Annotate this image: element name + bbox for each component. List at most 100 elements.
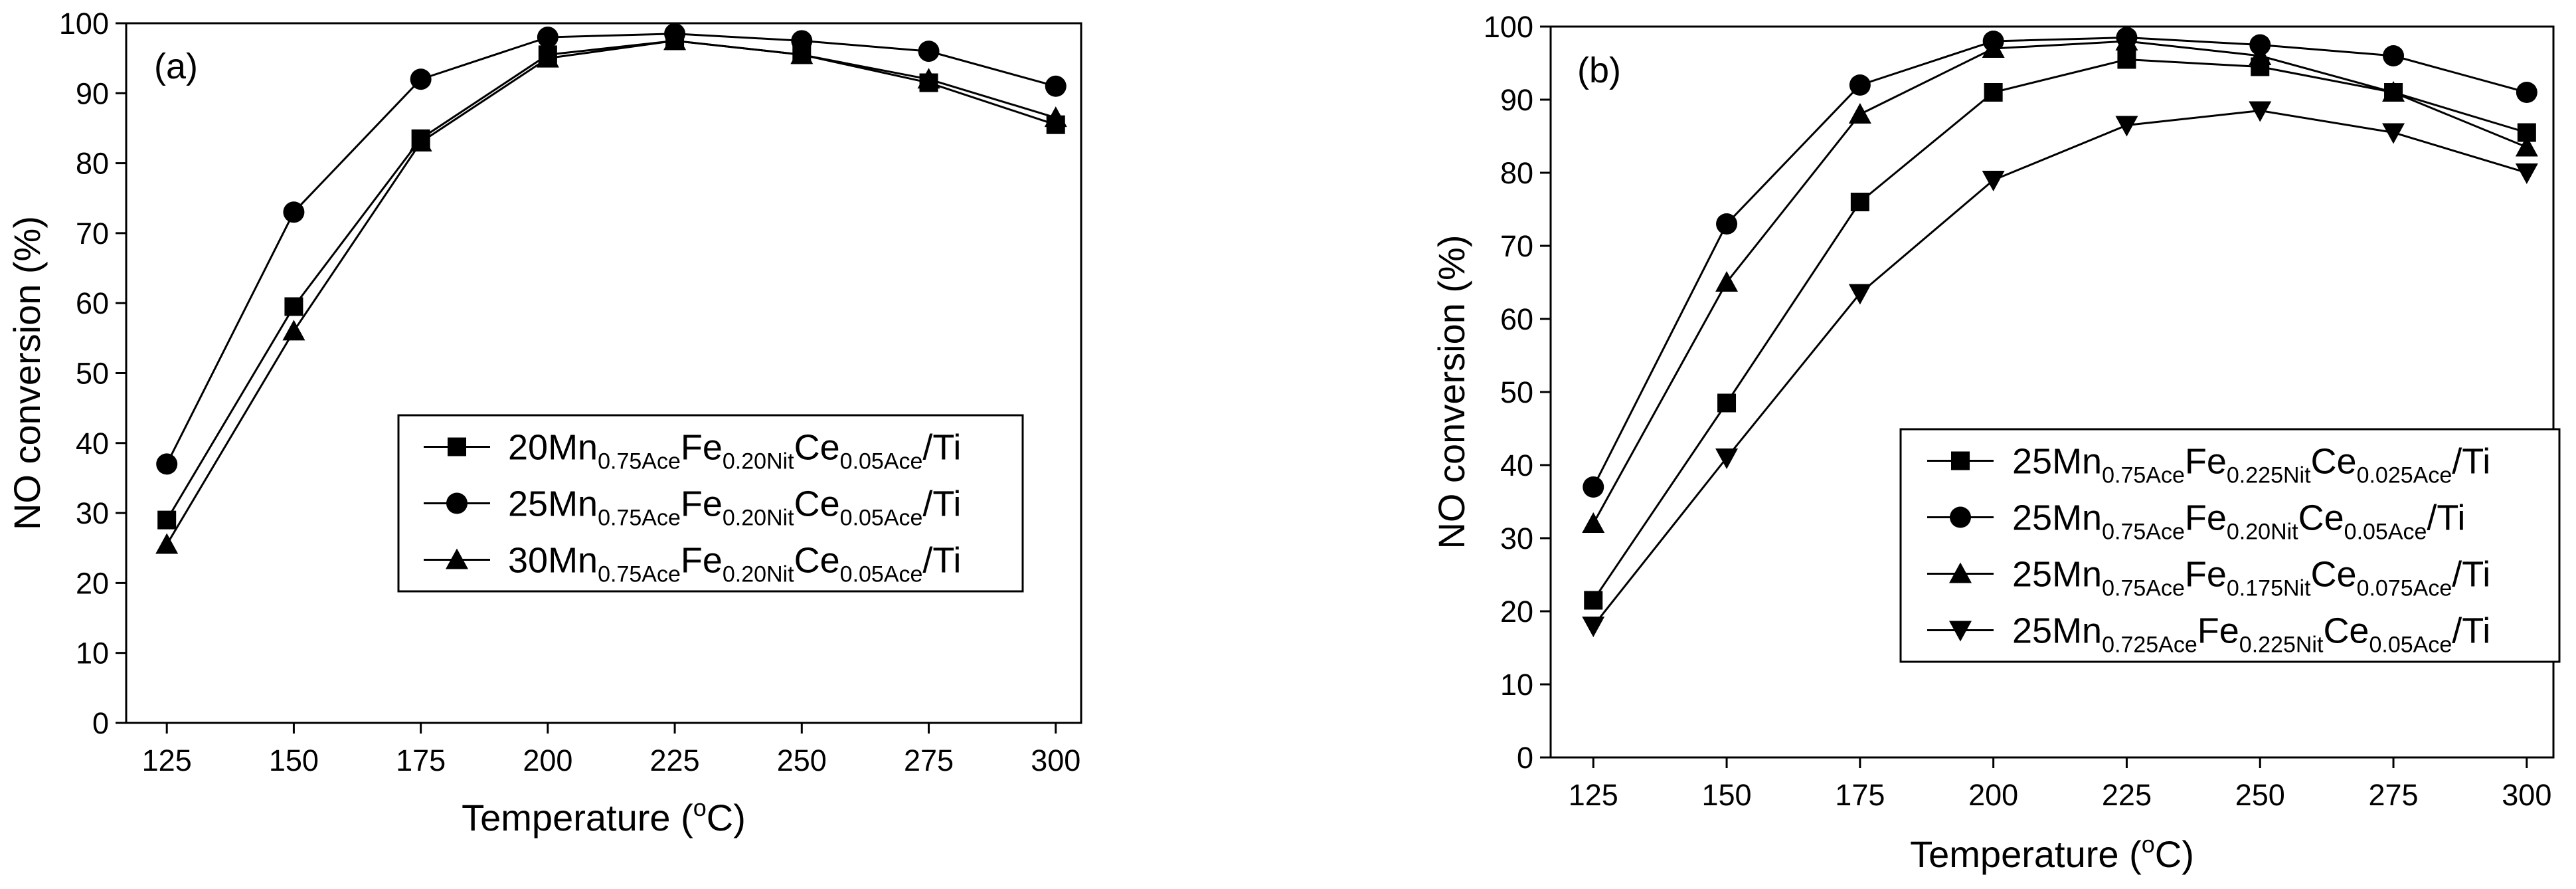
- legend-label-sub: 0.225Nit: [2227, 463, 2311, 488]
- legend-label-sub: 0.05Ace: [840, 562, 923, 587]
- data-point: [663, 29, 687, 50]
- legend-label-sub: 0.05Ace: [840, 449, 923, 474]
- y-tick-label: 70: [76, 217, 109, 250]
- x-tick-label: 125: [142, 743, 192, 777]
- legend-item: 25Mn0.75AceFe0.225NitCe0.025Ace/Ti: [1927, 442, 2490, 488]
- y-tick-label: 100: [1484, 10, 1533, 44]
- series-3: [1582, 30, 2538, 533]
- legend-label-part: /Ti: [2452, 611, 2490, 651]
- legend-marker: [448, 437, 466, 456]
- y-tick-label: 10: [76, 637, 109, 670]
- legend-label-part: 25Mn: [2012, 611, 2102, 651]
- data-point: [1984, 83, 2003, 102]
- legend-label-part: Ce: [794, 484, 840, 524]
- y-tick-label: 40: [1500, 448, 1533, 482]
- y-tick-label: 60: [1500, 302, 1533, 336]
- data-point: [1715, 448, 1739, 469]
- legend: 20Mn0.75AceFe0.20NitCe0.05Ace/Ti 25Mn0.75…: [397, 414, 1024, 593]
- x-tick-label: 200: [1968, 778, 2018, 812]
- legend-label-part: /Ti: [2452, 555, 2490, 595]
- y-tick-label: 40: [76, 427, 109, 460]
- data-point: [2382, 123, 2405, 144]
- y-tick-label: 30: [76, 496, 109, 530]
- legend-label: 25Mn0.725AceFe0.225NitCe0.05Ace/Ti: [2012, 611, 2490, 658]
- data-point: [536, 47, 559, 68]
- data-point: [282, 320, 305, 341]
- legend-marker: [1951, 451, 1970, 470]
- legend-label-sub: 0.05Ace: [2369, 633, 2452, 658]
- legend-label-part: Fe: [2185, 498, 2227, 538]
- x-tick-label: 225: [650, 743, 700, 777]
- data-point: [2516, 82, 2537, 103]
- data-point: [1850, 193, 1869, 211]
- data-point: [410, 68, 432, 90]
- series-line: [1592, 40, 2528, 524]
- data-point: [1848, 103, 1871, 124]
- series-4: [1582, 101, 2538, 637]
- y-tick-label: 30: [1500, 522, 1533, 555]
- legend-box: [397, 414, 1024, 593]
- legend-item: 20Mn0.75AceFe0.20NitCe0.05Ace/Ti: [424, 428, 961, 474]
- data-point: [156, 453, 178, 475]
- x-tick-label: 150: [269, 743, 319, 777]
- legend-box: [1899, 428, 2561, 663]
- legend-label-sub: 0.075Ace: [2357, 576, 2452, 601]
- legend-label-part: Fe: [2197, 611, 2239, 651]
- legend-label-sub: 0.175Nit: [2227, 576, 2311, 601]
- data-point: [1582, 512, 1605, 533]
- legend-item: 25Mn0.75AceFe0.20NitCe0.05Ace/Ti: [1927, 498, 2465, 545]
- data-point: [1044, 106, 1067, 128]
- legend: 25Mn0.75AceFe0.225NitCe0.025Ace/Ti25Mn0.…: [1899, 428, 2561, 663]
- legend-label-sub: 0.20Nit: [723, 506, 794, 531]
- x-tick-label: 175: [1835, 778, 1885, 812]
- legend-marker: [446, 548, 468, 569]
- data-point: [157, 510, 177, 530]
- y-tick-label: 80: [1500, 156, 1533, 190]
- legend-label-part: Fe: [681, 428, 723, 468]
- legend-label-part: Fe: [2185, 555, 2227, 595]
- y-tick-label: 0: [1517, 741, 1533, 775]
- data-point: [1715, 271, 1739, 292]
- legend-label: 30Mn0.75AceFe0.20NitCe0.05Ace/Ti: [508, 541, 961, 587]
- x-axis-title-unit: C): [707, 797, 746, 839]
- data-point: [1982, 37, 2005, 58]
- legend-label-sub: 0.225Nit: [2239, 633, 2324, 658]
- legend-label-part: 25Mn: [2012, 555, 2102, 595]
- legend-label-part: /Ti: [922, 484, 961, 524]
- data-point: [1045, 75, 1067, 97]
- y-tick-label: 50: [76, 357, 109, 391]
- legend-label-part: Ce: [2311, 442, 2357, 482]
- legend-label-part: 30Mn: [508, 541, 598, 581]
- legend-label-part: 25Mn: [2012, 498, 2102, 538]
- x-axis-title-degree: o: [2142, 831, 2155, 858]
- legend-label-part: Ce: [794, 428, 840, 468]
- x-tick-label: 125: [1569, 778, 1618, 812]
- data-point: [918, 41, 940, 62]
- legend-label-part: /Ti: [922, 428, 961, 468]
- legend-label-part: Fe: [2185, 442, 2227, 482]
- data-point: [2115, 116, 2138, 137]
- data-point: [2515, 136, 2538, 157]
- data-point: [1716, 213, 1738, 235]
- legend-label-part: /Ti: [922, 541, 961, 581]
- series-3: [155, 29, 1067, 554]
- series-line: [165, 39, 1057, 521]
- y-axis-title: NO conversion (%): [1430, 235, 1472, 549]
- panel-label: (a): [154, 47, 198, 86]
- legend-label: 25Mn0.75AceFe0.20NitCe0.05Ace/Ti: [508, 484, 961, 531]
- legend-label-sub: 0.75Ace: [598, 506, 681, 531]
- data-point: [409, 131, 432, 152]
- legend-label-sub: 0.20Nit: [2227, 520, 2298, 545]
- x-axis-title: Temperature (oC): [462, 794, 746, 839]
- data-point: [1717, 393, 1737, 413]
- legend-label-part: 25Mn: [2012, 442, 2102, 482]
- legend-label-sub: 0.05Ace: [2344, 520, 2427, 545]
- x-axis-title-unit: C): [2155, 833, 2194, 875]
- data-point: [2249, 45, 2272, 65]
- y-tick-label: 100: [59, 7, 109, 41]
- data-point: [1584, 591, 1603, 610]
- legend-marker: [1949, 621, 1972, 642]
- legend-label-sub: 0.75Ace: [598, 562, 681, 587]
- x-tick-label: 300: [1031, 743, 1080, 777]
